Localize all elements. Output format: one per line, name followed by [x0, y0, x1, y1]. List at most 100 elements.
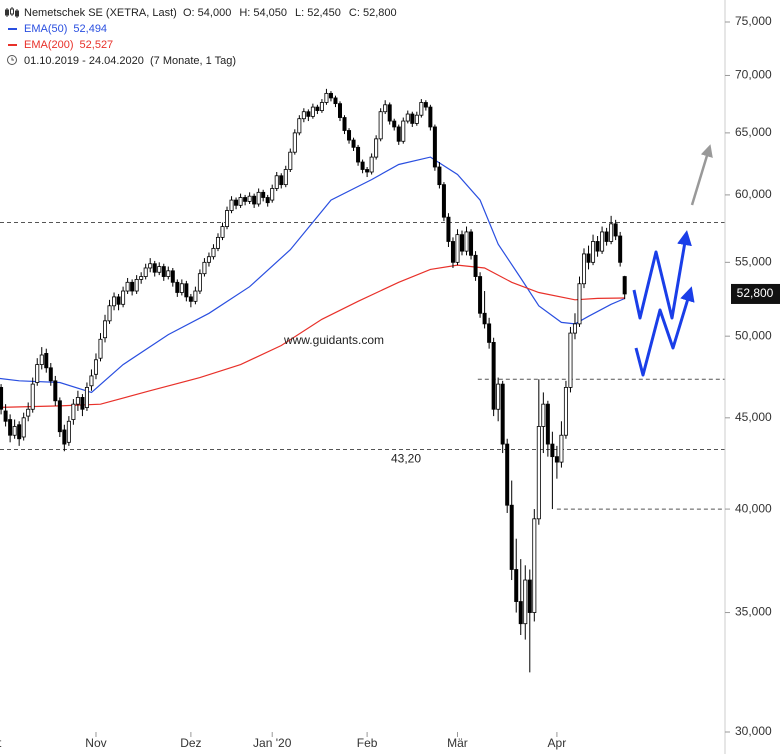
candle-body — [71, 403, 76, 420]
ohlc-value: L: 52,450 — [295, 7, 341, 19]
ohlc-value: C: 52,800 — [349, 7, 397, 19]
candle-body — [450, 241, 455, 263]
candle-body — [572, 323, 577, 334]
candle-body — [89, 375, 94, 387]
last-price-label: 52,800 — [737, 286, 774, 300]
clock-icon — [7, 55, 17, 65]
candle-body — [193, 290, 198, 302]
candle-body — [310, 106, 315, 117]
candle-body — [297, 118, 302, 134]
ema-line — [0, 264, 625, 408]
projection-arrows — [632, 144, 713, 377]
candle-body — [356, 146, 361, 163]
candle-body — [563, 387, 568, 436]
candle-body — [586, 253, 591, 263]
candle-body — [410, 113, 415, 124]
candle-body — [333, 97, 338, 105]
chart-icon — [5, 7, 19, 18]
candle-body — [360, 161, 365, 170]
candle-body — [609, 223, 614, 242]
ohlc-value: H: 54,050 — [239, 7, 287, 19]
candle-body — [374, 138, 379, 158]
candle-body — [143, 267, 148, 277]
y-tick-label: 55,000 — [735, 254, 772, 268]
candle-body — [0, 387, 4, 410]
candle-body — [505, 443, 510, 506]
candle-body — [550, 443, 555, 458]
candle-body — [3, 410, 8, 422]
legend-value: 52,527 — [80, 39, 114, 51]
candle-body — [35, 364, 40, 383]
x-tick-label: Dez — [180, 736, 201, 750]
y-tick-label: 35,000 — [735, 605, 772, 619]
candle-body — [536, 426, 541, 520]
candle-body — [161, 266, 166, 277]
candle-body — [600, 231, 605, 252]
x-tick-label: Okt — [0, 736, 2, 750]
candle-body — [441, 184, 446, 218]
candle-body — [532, 518, 537, 613]
clock-hands — [11, 57, 14, 61]
candle-body — [324, 92, 329, 103]
y-tick-label: 70,000 — [735, 68, 772, 82]
candle-body — [220, 226, 225, 238]
candle-body — [541, 403, 546, 427]
candle-body — [554, 456, 559, 463]
candle-body — [618, 235, 623, 263]
candle-body — [93, 359, 98, 375]
candle-body — [568, 332, 573, 388]
y-tick-label: 75,000 — [735, 14, 772, 28]
y-tick-label: 30,000 — [735, 724, 772, 738]
title: Nemetschek SE (XETRA, Last) — [24, 7, 177, 19]
candle-body — [188, 296, 193, 302]
candle-body — [487, 323, 492, 343]
date-range: 01.10.2019 - 24.04.2020 — [24, 55, 144, 67]
candle-body — [121, 290, 126, 305]
candle-body — [211, 247, 216, 258]
candle-body — [80, 397, 85, 410]
candle-body — [423, 102, 428, 108]
candle-body — [53, 380, 58, 402]
candle-body — [270, 188, 275, 201]
candle-body — [274, 175, 279, 189]
candle-body — [455, 234, 460, 263]
candle-body — [559, 434, 564, 463]
legend-value: 52,494 — [73, 23, 107, 35]
candle-body — [265, 197, 270, 204]
candle-body — [206, 256, 211, 263]
candle-body — [577, 283, 582, 325]
candle-body — [301, 111, 306, 120]
candle-body — [8, 419, 13, 436]
period: (7 Monate, 1 Tag) — [150, 55, 236, 67]
y-tick-label: 50,000 — [735, 328, 772, 342]
candle-body — [378, 111, 383, 140]
candle-body — [130, 281, 135, 292]
candle-body — [243, 197, 248, 202]
watermark: www.guidants.com — [283, 333, 384, 347]
candle-body — [134, 279, 139, 292]
x-tick-label: Jan '20 — [253, 736, 292, 750]
candle-body — [478, 276, 483, 314]
candle-body — [57, 400, 62, 433]
x-tick-label: Mär — [447, 736, 468, 750]
candle-body — [369, 156, 374, 173]
candle-body — [279, 175, 284, 186]
candle-body — [17, 424, 22, 440]
candle-body — [405, 113, 410, 122]
candle-body — [545, 403, 550, 445]
candle-body — [319, 102, 324, 111]
candle-body — [401, 120, 406, 142]
candle-body — [392, 120, 397, 128]
candle-body — [179, 283, 184, 293]
legend-label: EMA(200) — [24, 39, 74, 51]
candle-body — [446, 216, 451, 242]
candle-body — [66, 420, 71, 443]
candle-body — [396, 126, 401, 142]
candle-body — [496, 383, 501, 410]
candle-body — [337, 103, 342, 118]
candle-body — [252, 195, 257, 205]
candle-body — [234, 199, 239, 206]
candle-body — [184, 283, 189, 298]
candle-body — [315, 106, 320, 111]
